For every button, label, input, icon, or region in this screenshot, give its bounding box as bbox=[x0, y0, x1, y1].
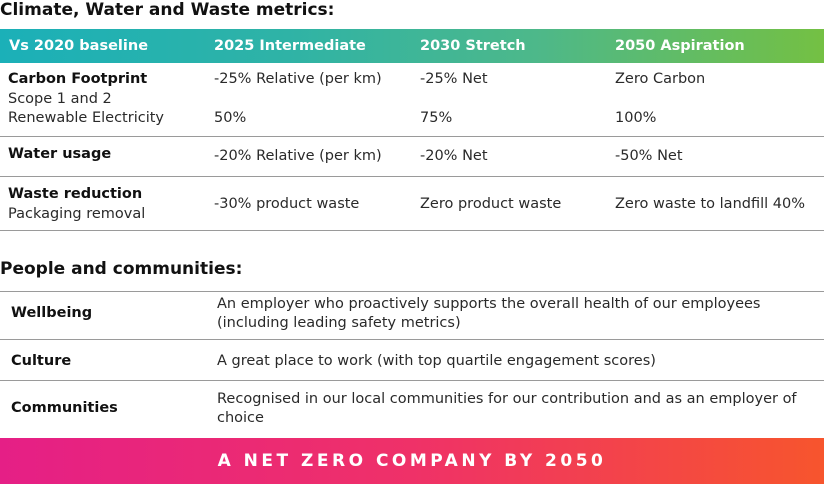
water-usage-label: Water usage bbox=[8, 146, 112, 162]
water-2025-value: -20% Relative (per km) bbox=[214, 148, 382, 164]
header-baseline: Vs 2020 baseline bbox=[9, 38, 149, 54]
scope-label: Scope 1 and 2 bbox=[8, 91, 112, 107]
carbon-footprint-label: Carbon Footprint bbox=[8, 71, 148, 87]
table-bottom-divider bbox=[0, 230, 824, 231]
row-divider bbox=[0, 176, 824, 177]
water-2030-value: -20% Net bbox=[420, 148, 488, 164]
wellbeing-text: An employer who proactively supports the… bbox=[217, 296, 761, 331]
culture-text: A great place to work (with top quartile… bbox=[217, 353, 656, 369]
water-2050-value: -50% Net bbox=[615, 148, 683, 164]
renewable-2030-value: 75% bbox=[420, 110, 453, 126]
row-divider bbox=[0, 339, 824, 340]
header-2030: 2030 Stretch bbox=[420, 38, 526, 54]
renewable-2025-value: 50% bbox=[214, 110, 247, 126]
carbon-2050-value: Zero Carbon bbox=[615, 71, 706, 87]
climate-section-title: Climate, Water and Waste metrics: bbox=[0, 0, 335, 20]
wellbeing-label: Wellbeing bbox=[11, 305, 93, 321]
carbon-2030-value: -25% Net bbox=[420, 71, 488, 87]
people-section-title: People and communities: bbox=[0, 259, 243, 279]
net-zero-banner: A NET ZERO COMPANY BY 2050 bbox=[0, 438, 824, 484]
header-2025: 2025 Intermediate bbox=[214, 38, 366, 54]
waste-2050-value: Zero waste to landfill 40% bbox=[615, 196, 805, 212]
packaging-removal-label: Packaging removal bbox=[8, 206, 146, 222]
waste-2030-value: Zero product waste bbox=[420, 196, 562, 212]
waste-2025-value: -30% product waste bbox=[214, 196, 360, 212]
culture-label: Culture bbox=[11, 353, 72, 369]
waste-reduction-label: Waste reduction bbox=[8, 186, 143, 202]
renewable-2050-value: 100% bbox=[615, 110, 657, 126]
header-2050: 2050 Aspiration bbox=[615, 38, 745, 54]
climate-table-header: Vs 2020 baseline 2025 Intermediate 2030 … bbox=[0, 29, 824, 63]
carbon-2025-value: -25% Relative (per km) bbox=[214, 71, 382, 87]
row-divider bbox=[0, 380, 824, 381]
renewable-electricity-label: Renewable Electricity bbox=[8, 110, 164, 126]
communities-label: Communities bbox=[11, 400, 118, 416]
row-divider bbox=[0, 136, 824, 137]
row-divider bbox=[0, 291, 824, 292]
communities-text: Recognised in our local communities for … bbox=[217, 391, 797, 426]
